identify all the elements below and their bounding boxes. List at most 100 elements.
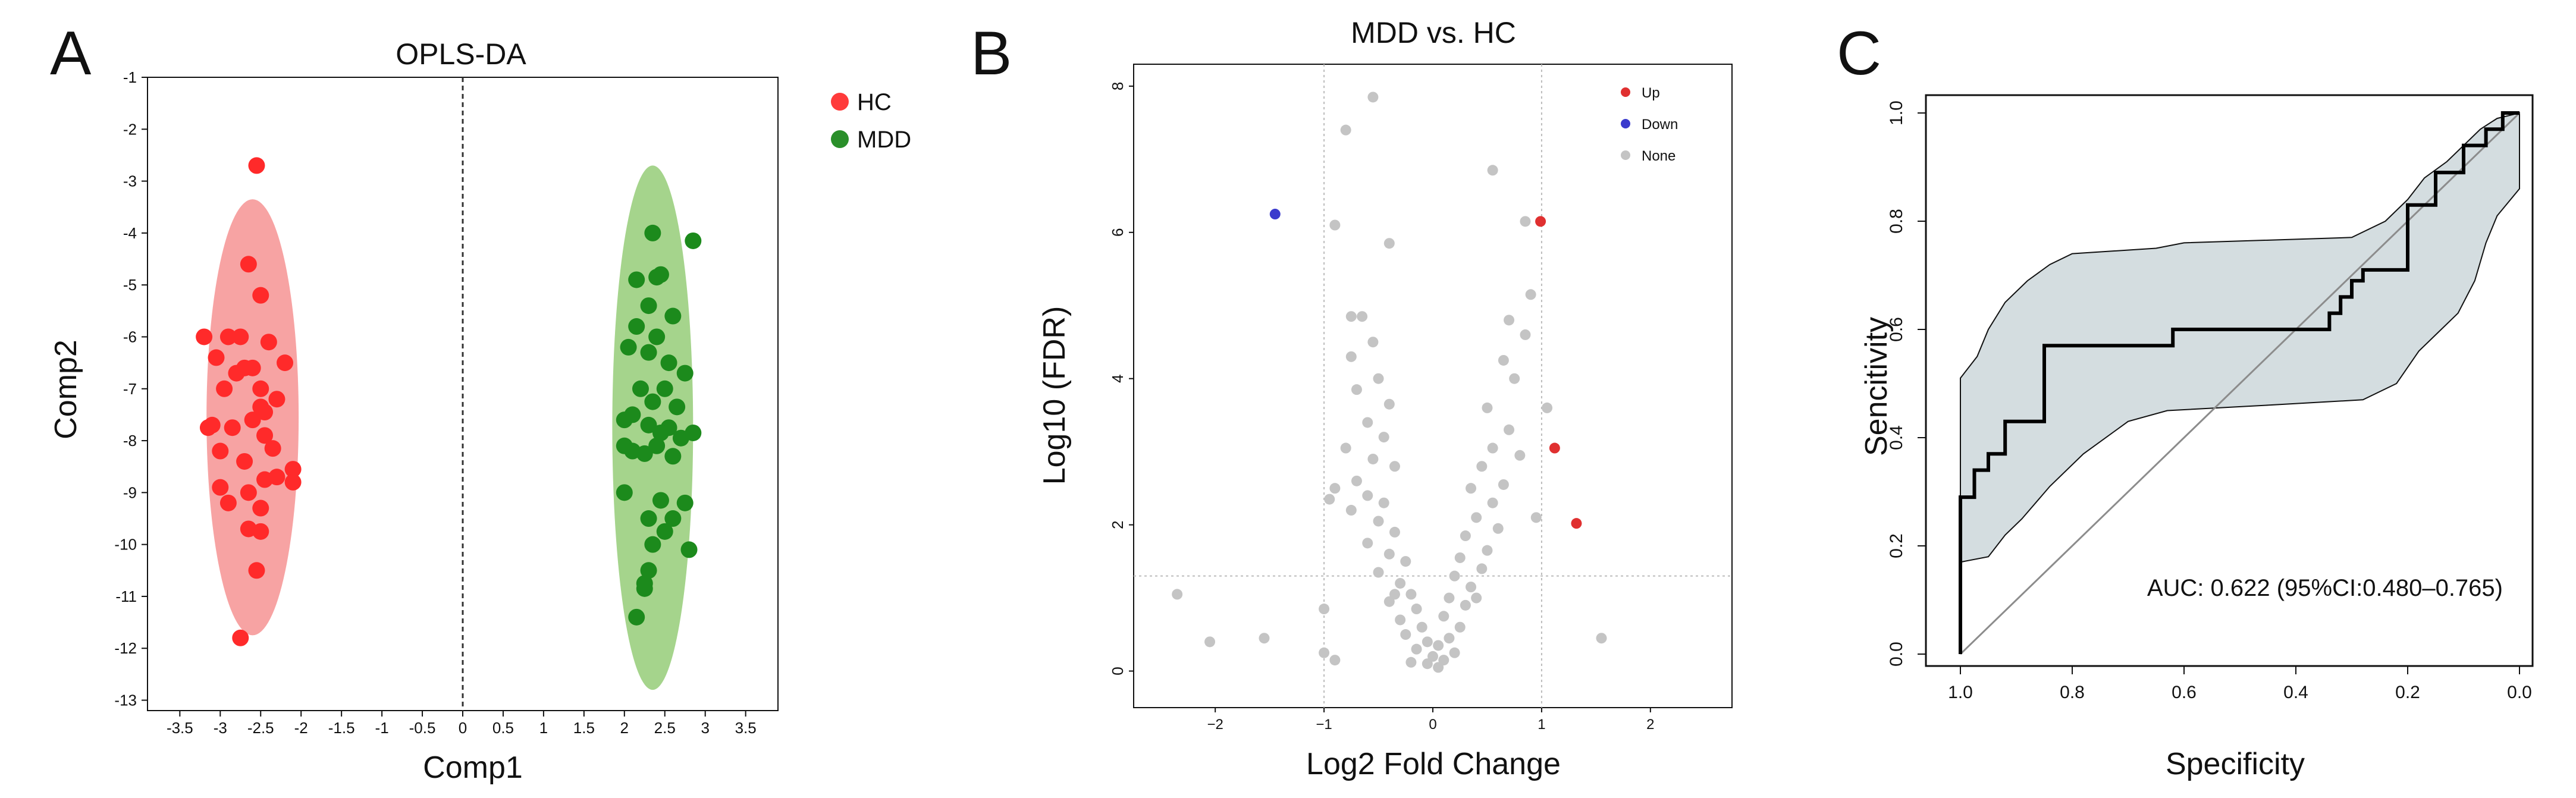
panel-a-letter: A [50,19,92,88]
y-axis-ticks: 0 2 4 6 8 [1109,82,1134,676]
data-point-none [1433,662,1444,673]
data-point-none [1460,599,1471,611]
x-tick-label: −2 [1207,717,1223,733]
y-axis-label: Comp2 [49,340,83,439]
data-point-none [1345,505,1357,516]
legend-swatch-hc [831,93,849,111]
data-point-hc [284,473,302,491]
x-axis-label: Comp1 [423,750,523,785]
data-point-none [1498,354,1509,366]
data-point-hc [240,256,257,273]
legend-swatch-mdd [831,130,849,148]
data-point-mdd [648,437,666,454]
legend-label-hc: HC [857,89,892,115]
data-point-none [1319,647,1330,658]
data-point-none [1509,373,1520,384]
data-point-none [1438,655,1449,666]
data-point-mdd [685,232,702,249]
data-point-mdd [664,448,682,465]
y-axis-label: Log10 (FDR) [1037,306,1072,485]
group-ellipses [206,165,694,690]
y-tick-label: -7 [123,380,137,398]
data-point-none [1345,311,1357,322]
x-tick-label: -1 [375,719,389,737]
data-point-none [1454,621,1466,633]
data-point-none [1492,523,1504,534]
y-tick-label: -6 [123,328,137,345]
threshold-lines [1134,64,1732,708]
data-point-hc [219,328,237,345]
roc-curve [1959,111,2519,654]
legend-swatch-down [1621,119,1630,128]
x-tick-label: 3.5 [735,719,757,737]
data-point-none [1411,643,1422,655]
panel-b-volcano: B −2 −1 0 1 2 0 2 4 6 8 MDD vs. HC Log2 Fold Cha… [971,16,1733,781]
y-tick-label: 2 [1109,520,1127,529]
y-tick-label: -10 [114,536,137,554]
y-axis-label: Sencitivity [1859,317,1894,456]
data-point-none [1172,589,1183,600]
data-point-none [1373,373,1384,384]
y-tick-label: 0.2 [1887,533,1906,558]
data-point-none [1427,651,1438,662]
x-tick-label: -2.5 [247,719,274,737]
data-point-hc [219,494,237,511]
data-point-hc [248,157,265,174]
data-point-none [1422,636,1433,648]
data-point-none [1405,589,1417,600]
data-point-mdd [680,541,698,558]
y-tick-label: 6 [1109,228,1127,237]
data-point-none [1433,640,1444,651]
x-tick-label: −1 [1316,717,1332,733]
data-point-none [1482,545,1493,556]
x-tick-label: 0 [459,719,467,737]
y-tick-label: -1 [123,68,137,86]
y-tick-label: -13 [114,692,137,709]
data-point-none [1395,577,1406,589]
x-axis-ticks: -3.5 -3 -2.5 -2 -1.5 -1 -0.5 0 0.5 1 1.5 2 2.5 3 3.5 [167,711,757,737]
data-point-hc [236,453,253,470]
x-axis-ticks: −2 −1 0 1 2 [1207,708,1654,733]
y-axis-ticks: -1 -2 -3 -4 -5 -6 -7 -8 -9 -10 -11 -12 -13 [114,68,148,709]
data-point-mdd [632,380,649,397]
legend: Up Down None [1621,85,1678,164]
y-tick-label: -11 [115,587,137,605]
data-point-none [1395,614,1406,626]
data-point-mdd [676,494,694,511]
y-tick-label: 0.4 [1887,425,1906,450]
data-point-none [1324,494,1335,505]
data-point-none [1373,567,1384,578]
x-tick-label: 0.5 [492,719,514,737]
data-point-none [1367,92,1379,103]
data-point-mdd [636,580,653,597]
data-point-none [1378,497,1389,508]
data-point-mdd [648,269,666,286]
data-point-none [1596,633,1607,644]
x-tick-label: 2 [620,719,629,737]
y-tick-label: -4 [123,224,137,242]
data-point-none [1482,402,1493,413]
data-point-none [1400,556,1411,567]
data-point-hc [277,354,294,372]
x-tick-label: 2.5 [654,719,676,737]
data-point-mdd [620,338,637,356]
y-tick-label: -5 [123,276,137,294]
data-point-hc [244,411,261,429]
data-point-mdd [640,510,657,527]
data-point-mdd [656,380,673,397]
data-point-hc [232,328,249,345]
data-point-none [1378,432,1389,443]
data-point-mdd [628,318,645,335]
data-point-hc [208,349,225,366]
panel-b-letter: B [971,19,1012,88]
data-point-none [1422,658,1433,670]
data-point-up [1571,518,1582,529]
data-point-hc [224,419,241,436]
data-point-none [1444,592,1455,604]
data-point-hc [212,442,229,460]
x-tick-label: 1.5 [573,719,595,737]
data-point-none [1383,398,1395,410]
legend: HC MDD [831,89,911,153]
y-tick-label: 4 [1109,374,1127,382]
y-tick-label: 1.0 [1887,100,1906,125]
